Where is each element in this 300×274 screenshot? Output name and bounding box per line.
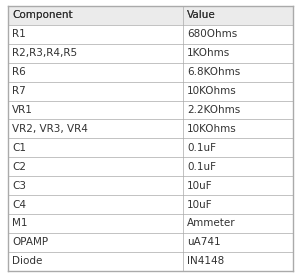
Bar [183,6,292,25]
Bar [8,195,183,214]
Bar [8,157,183,176]
Text: Ammeter: Ammeter [187,218,236,229]
Text: 0.1uF: 0.1uF [187,162,216,172]
Text: VR1: VR1 [12,105,33,115]
Bar [183,157,292,176]
Text: 10uF: 10uF [187,199,213,210]
Text: M1: M1 [12,218,28,229]
Bar [183,44,292,63]
Bar [8,233,183,252]
Text: Component: Component [12,10,73,21]
Bar [8,82,183,101]
Text: Component: Component [12,10,73,21]
Text: 1KOhms: 1KOhms [187,48,230,58]
Text: Value: Value [187,10,216,21]
Text: R6: R6 [12,67,26,77]
Bar [183,138,292,157]
Bar [8,252,183,271]
Bar [8,101,183,119]
Text: C2: C2 [12,162,26,172]
Text: 10KOhms: 10KOhms [187,86,237,96]
Text: R1: R1 [12,29,26,39]
Text: 10uF: 10uF [187,181,213,191]
Bar [8,214,183,233]
Bar [8,138,183,157]
Bar [183,176,292,195]
Text: 2.2KOhms: 2.2KOhms [187,105,241,115]
Bar [8,6,292,25]
Text: IN4148: IN4148 [187,256,224,266]
Text: 680Ohms: 680Ohms [187,29,238,39]
Bar [8,44,183,63]
Text: 6.8KOhms: 6.8KOhms [187,67,241,77]
Text: R2,R3,R4,R5: R2,R3,R4,R5 [12,48,77,58]
Bar [183,119,292,138]
Bar [183,252,292,271]
Text: Value: Value [187,10,216,21]
Text: C1: C1 [12,143,26,153]
Bar [8,119,183,138]
Text: 10KOhms: 10KOhms [187,124,237,134]
Bar [183,195,292,214]
Text: C4: C4 [12,199,26,210]
Text: R7: R7 [12,86,26,96]
Text: VR2, VR3, VR4: VR2, VR3, VR4 [12,124,88,134]
Bar [183,233,292,252]
Bar [183,82,292,101]
Bar [8,63,183,82]
Bar [8,176,183,195]
Text: uA741: uA741 [187,237,221,247]
Bar [8,6,183,25]
Text: OPAMP: OPAMP [12,237,48,247]
Bar [183,101,292,119]
Text: Diode: Diode [12,256,42,266]
Bar [8,25,183,44]
Bar [183,25,292,44]
Bar [183,63,292,82]
Text: C3: C3 [12,181,26,191]
Text: 0.1uF: 0.1uF [187,143,216,153]
Bar [183,214,292,233]
